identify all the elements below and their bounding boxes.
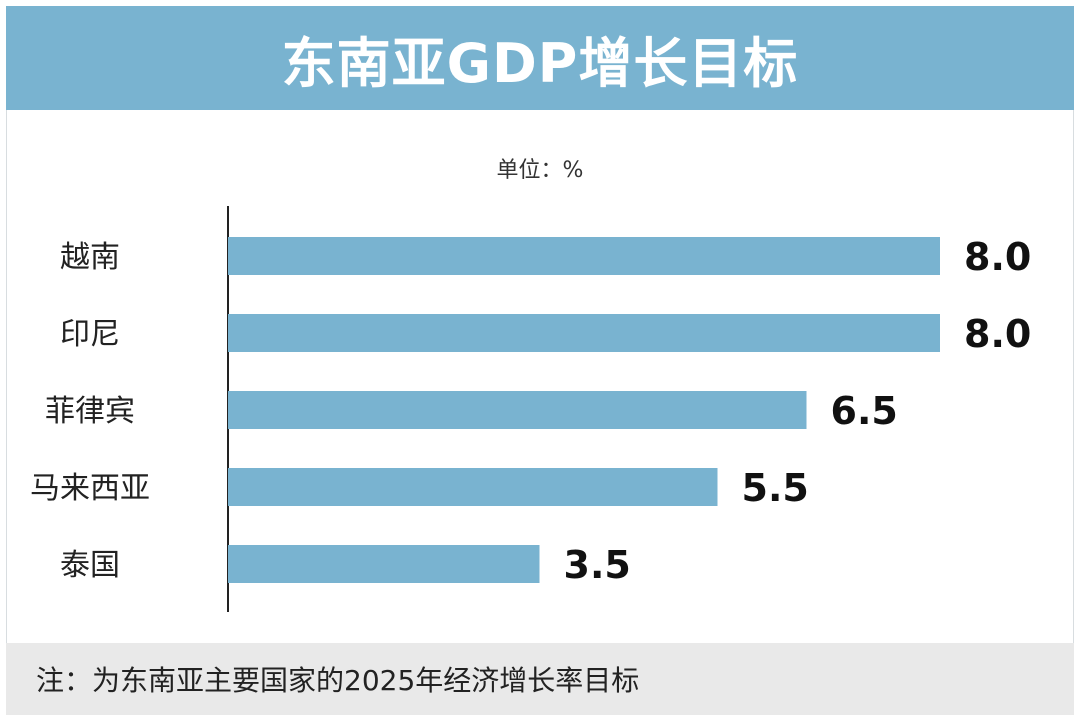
category-label: 印尼 — [60, 317, 120, 352]
category-label: 菲律宾 — [45, 394, 135, 429]
category-label: 泰国 — [60, 548, 120, 583]
footnote-bar: 注：为东南亚主要国家的2025年经济增长率目标 — [6, 643, 1074, 715]
value-label: 5.5 — [742, 466, 809, 510]
bar — [228, 468, 718, 506]
unit-label: 单位：% — [496, 158, 584, 183]
bar — [228, 237, 940, 275]
footnote: 注：为东南亚主要国家的2025年经济增长率目标 — [36, 664, 640, 697]
value-label: 6.5 — [831, 389, 898, 433]
chart-frame — [6, 6, 1074, 715]
bar — [228, 391, 807, 429]
category-label: 马来西亚 — [30, 471, 150, 506]
category-label: 越南 — [60, 240, 120, 275]
title-bar: 东南亚GDP增长目标 — [6, 6, 1074, 110]
bar — [228, 545, 540, 583]
value-label: 8.0 — [964, 235, 1031, 279]
bar — [228, 314, 940, 352]
chart-title: 东南亚GDP增长目标 — [281, 31, 799, 95]
value-label: 3.5 — [564, 543, 631, 587]
value-label: 8.0 — [964, 312, 1031, 356]
